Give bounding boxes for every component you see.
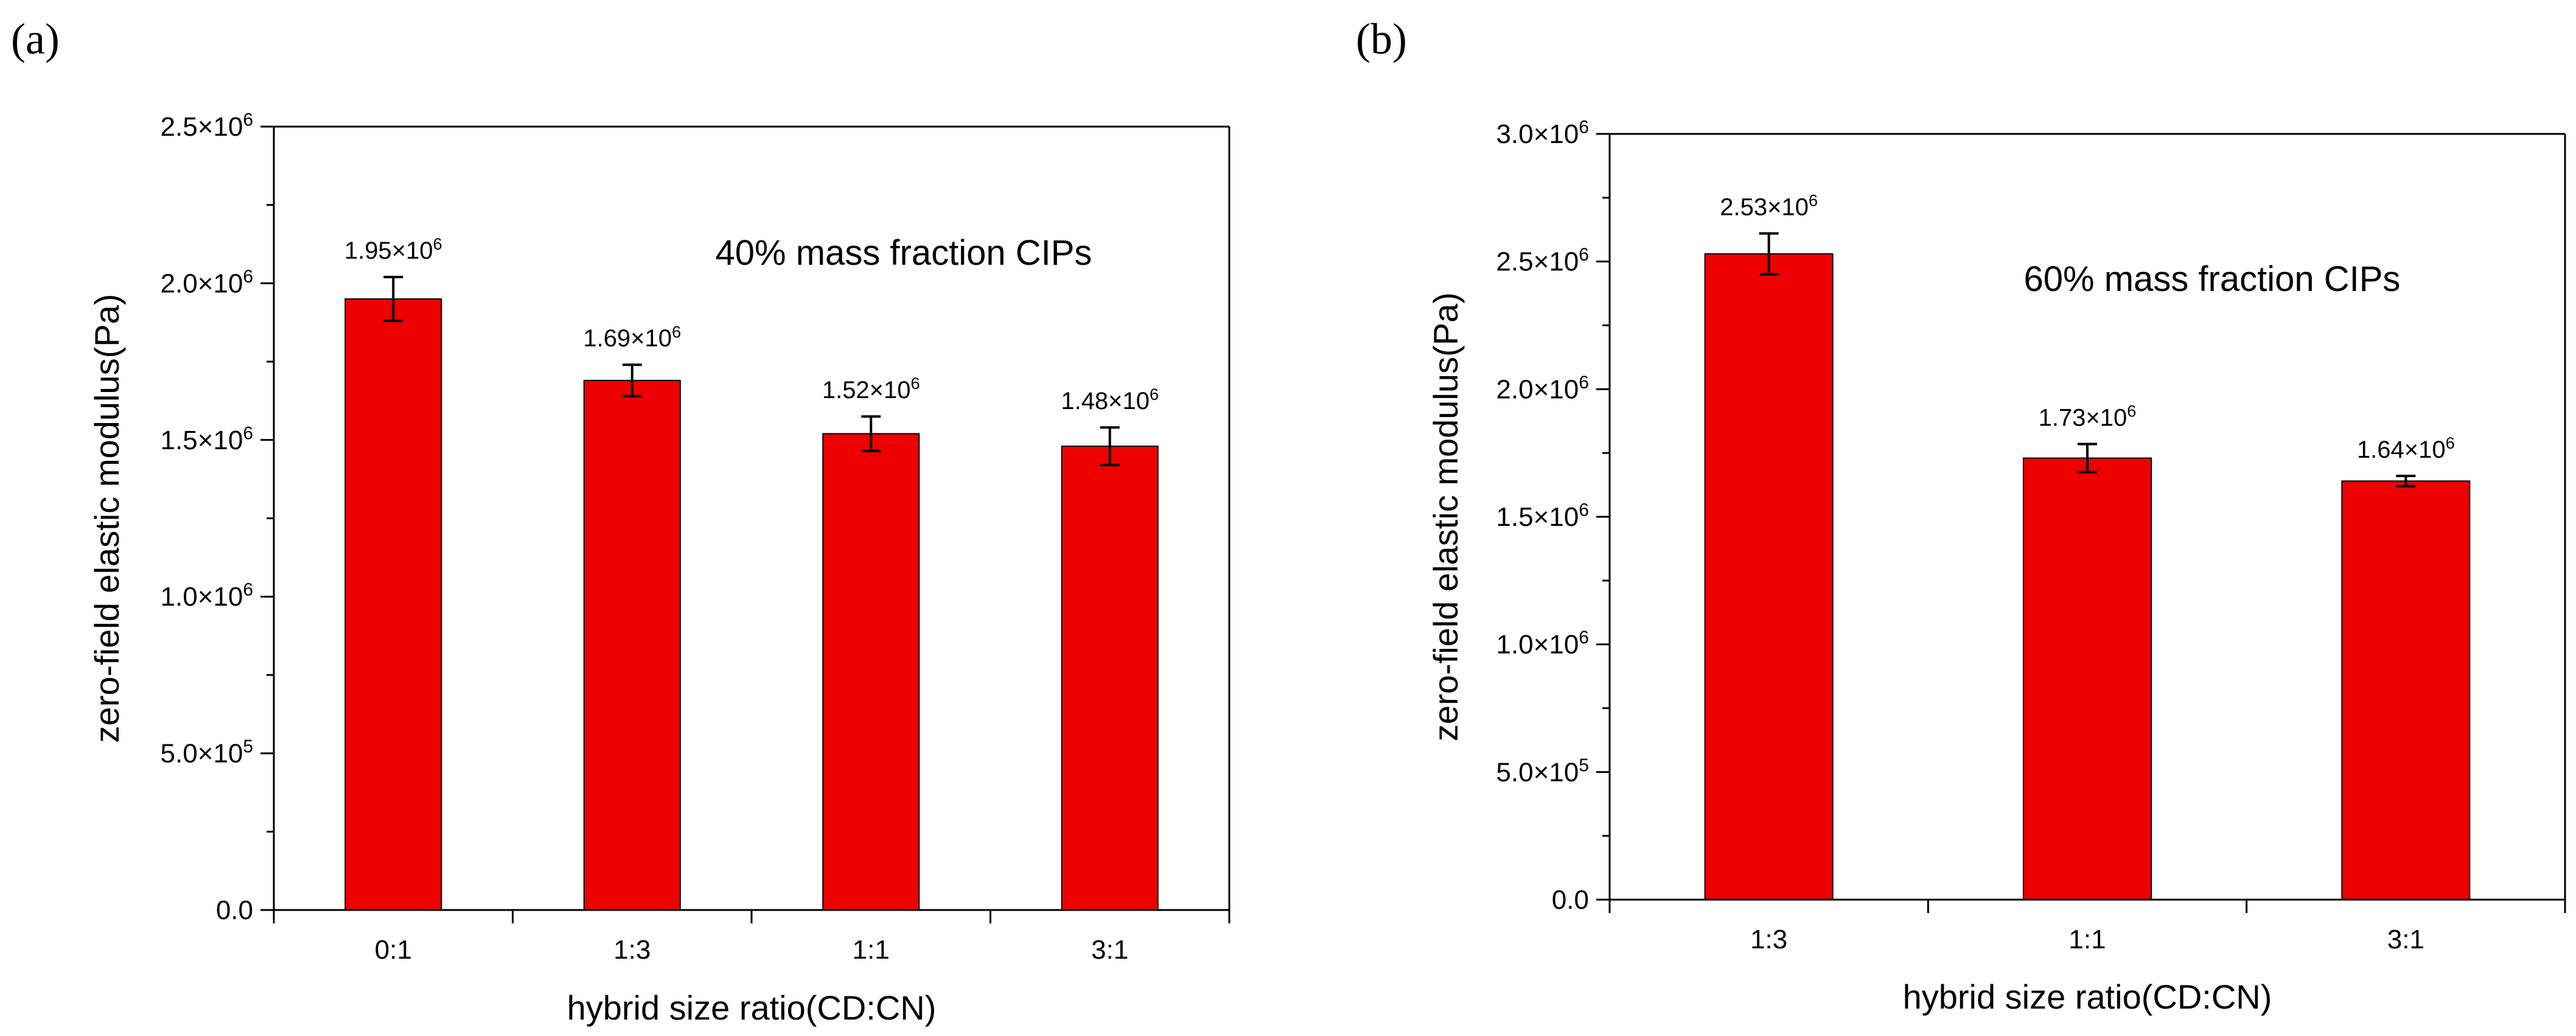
y-tick-label-exponent: 5	[243, 737, 253, 757]
y-tick-label: 0.0	[216, 895, 253, 925]
data-label-mantissa: 1.95×10	[344, 237, 433, 264]
data-label-exponent: 6	[1809, 191, 1818, 210]
chart-panel-b: (b)2.53×1061.73×1061.64×1060.05.0×1051.0…	[1356, 15, 2566, 1016]
data-label-mantissa: 1.52×10	[822, 377, 911, 404]
y-tick-label: 1.0×106	[161, 580, 253, 612]
y-tick-label-mantissa: 2.5×10	[1496, 247, 1579, 277]
data-label-exponent: 6	[433, 234, 442, 253]
y-tick-label-exponent: 5	[1579, 755, 1589, 775]
panel-label: (b)	[1356, 15, 1407, 63]
y-tick-label: 2.5×106	[1496, 245, 1589, 276]
panel-label: (a)	[11, 15, 60, 63]
y-tick-label-mantissa: 1.0×10	[1496, 630, 1579, 660]
y-tick-label-mantissa: 2.0×10	[161, 268, 243, 298]
data-label: 1.48×106	[1061, 385, 1159, 415]
x-tick-label: 0:1	[375, 935, 412, 965]
chart-annotation: 40% mass fraction CIPs	[716, 233, 1092, 273]
data-label: 1.95×106	[344, 234, 442, 264]
y-tick-label-exponent: 6	[1579, 117, 1589, 138]
data-label-mantissa: 1.64×10	[2357, 436, 2446, 463]
y-tick-label: 2.5×106	[161, 110, 253, 142]
data-label-exponent: 6	[2127, 402, 2136, 421]
bar-1-1	[2023, 457, 2152, 900]
y-tick-label-mantissa: 5.0×10	[1496, 757, 1579, 787]
data-label-mantissa: 1.69×10	[583, 325, 672, 352]
y-tick-label-mantissa: 2.0×10	[1496, 374, 1579, 404]
y-tick-label-mantissa: 1.5×10	[1496, 502, 1579, 532]
y-tick-label: 2.0×106	[1496, 373, 1589, 404]
data-label-mantissa: 1.48×10	[1061, 388, 1150, 415]
y-axis-label: zero-field elastic modulus(Pa)	[88, 294, 126, 743]
y-axis-label: zero-field elastic modulus(Pa)	[1426, 292, 1465, 741]
y-tick-label-mantissa: 5.0×10	[161, 739, 243, 769]
y-tick-label-mantissa: 0.0	[216, 895, 253, 925]
chart-annotation: 60% mass fraction CIPs	[2024, 259, 2401, 299]
bar-1-3	[583, 379, 681, 911]
y-tick-label-mantissa: 0.0	[1552, 885, 1589, 915]
y-tick-label: 1.5×106	[161, 423, 253, 455]
y-tick-label-exponent: 6	[243, 267, 253, 287]
y-tick-label-exponent: 6	[1579, 628, 1589, 648]
y-tick-label-mantissa: 2.5×10	[161, 112, 243, 142]
error-bar-3	[1100, 426, 1120, 466]
y-tick-label: 1.0×106	[1496, 628, 1589, 659]
y-tick-label: 5.0×105	[1496, 755, 1589, 787]
x-axis-label: hybrid size ratio(CD:CN)	[1903, 978, 2272, 1016]
y-tick-label-exponent: 6	[243, 580, 253, 600]
y-tick-label-mantissa: 1.0×10	[161, 582, 243, 612]
y-tick-label-exponent: 6	[243, 110, 253, 130]
y-tick-label-exponent: 6	[1579, 373, 1589, 393]
bar-0-1	[344, 298, 442, 911]
error-bar-2	[2396, 474, 2416, 488]
bar-1-3	[1704, 253, 1834, 900]
x-tick-label: 1:3	[1750, 925, 1787, 954]
y-tick-label: 2.0×106	[161, 267, 253, 298]
x-tick-label: 3:1	[1091, 935, 1128, 965]
y-tick-label-mantissa: 3.0×10	[1496, 119, 1579, 149]
data-label: 1.64×106	[2357, 433, 2455, 463]
data-label-exponent: 6	[911, 374, 920, 393]
bar-1-1	[822, 433, 920, 911]
error-bar-2	[861, 415, 881, 452]
error-bar-0	[1759, 232, 1779, 276]
x-axis-label: hybrid size ratio(CD:CN)	[567, 989, 937, 1027]
y-tick-label: 1.5×106	[1496, 500, 1589, 532]
error-bar-0	[383, 276, 403, 323]
error-bar-1	[2078, 443, 2097, 474]
data-label: 1.69×106	[583, 322, 681, 352]
bar-3-1	[1061, 446, 1159, 911]
chart-panel-a: (a)1.95×1061.69×1061.52×1061.48×1060.05.…	[11, 15, 1230, 1027]
y-tick-label: 5.0×105	[161, 737, 253, 768]
data-label-mantissa: 2.53×10	[1720, 194, 1809, 221]
y-tick-label-exponent: 6	[1579, 500, 1589, 520]
data-label: 1.73×106	[2039, 402, 2137, 432]
x-tick-label: 3:1	[2387, 925, 2424, 954]
bar-3-1	[2341, 480, 2471, 900]
data-label-exponent: 6	[672, 322, 681, 341]
y-tick-label-exponent: 6	[243, 423, 253, 443]
data-label-mantissa: 1.73×10	[2039, 404, 2127, 431]
data-label: 2.53×106	[1720, 191, 1818, 221]
y-tick-label-mantissa: 1.5×10	[161, 425, 243, 455]
data-label-exponent: 6	[1150, 385, 1159, 404]
x-tick-label: 1:1	[853, 935, 890, 965]
x-tick-label: 1:3	[613, 935, 651, 965]
y-tick-label: 0.0	[1552, 885, 1589, 915]
y-tick-label-exponent: 6	[1579, 245, 1589, 265]
data-label: 1.52×106	[822, 374, 920, 404]
data-label-exponent: 6	[2446, 433, 2455, 452]
error-bar-1	[622, 363, 642, 397]
x-tick-label: 1:1	[2068, 925, 2106, 954]
y-tick-label: 3.0×106	[1496, 117, 1589, 149]
